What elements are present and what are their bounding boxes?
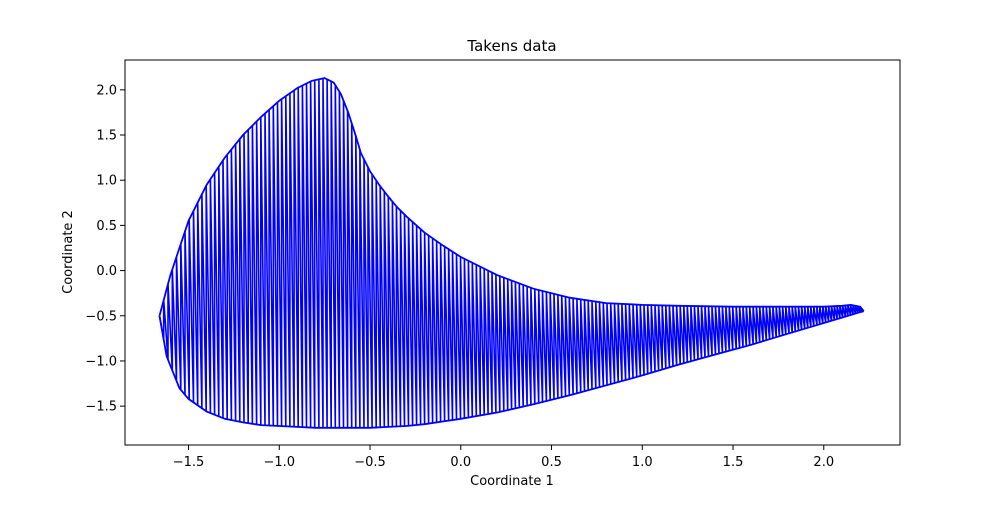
x-axis: −1.5 −1.0 −0.5 0.0 0.5 1.0 1.5 2.0 [173, 445, 834, 470]
y-tick-label: −0.5 [85, 309, 117, 324]
y-tick-label: 1.5 [96, 129, 117, 144]
y-tick-label: 0.5 [96, 219, 117, 234]
y-tick-label: 0.0 [96, 264, 117, 279]
y-tick-label: 2.0 [96, 83, 117, 98]
x-tick-label: 1.0 [632, 455, 653, 470]
series-layer [158, 77, 865, 429]
x-tick-label: 1.5 [723, 455, 744, 470]
series-line [158, 77, 865, 429]
y-tick-label: −1.5 [85, 400, 117, 415]
y-axis-label: Coordinate 2 [61, 210, 76, 294]
series-lower-envelope [158, 310, 864, 429]
x-tick-label: 2.0 [813, 455, 834, 470]
x-tick-label: −0.5 [354, 455, 386, 470]
x-tick-label: 0.0 [450, 455, 471, 470]
chart-title: Takens data [466, 37, 556, 55]
y-tick-label: 1.0 [96, 174, 117, 189]
plot-frame [124, 59, 901, 446]
y-tick-label: −1.0 [85, 354, 117, 369]
x-axis-label: Coordinate 1 [470, 474, 554, 489]
y-axis: −1.5 −1.0 −0.5 0.0 0.5 1.0 1.5 2.0 [85, 83, 125, 415]
x-tick-label: 0.5 [541, 455, 562, 470]
x-tick-label: −1.5 [173, 455, 205, 470]
x-tick-label: −1.0 [263, 455, 295, 470]
series-upper-envelope [158, 77, 865, 317]
